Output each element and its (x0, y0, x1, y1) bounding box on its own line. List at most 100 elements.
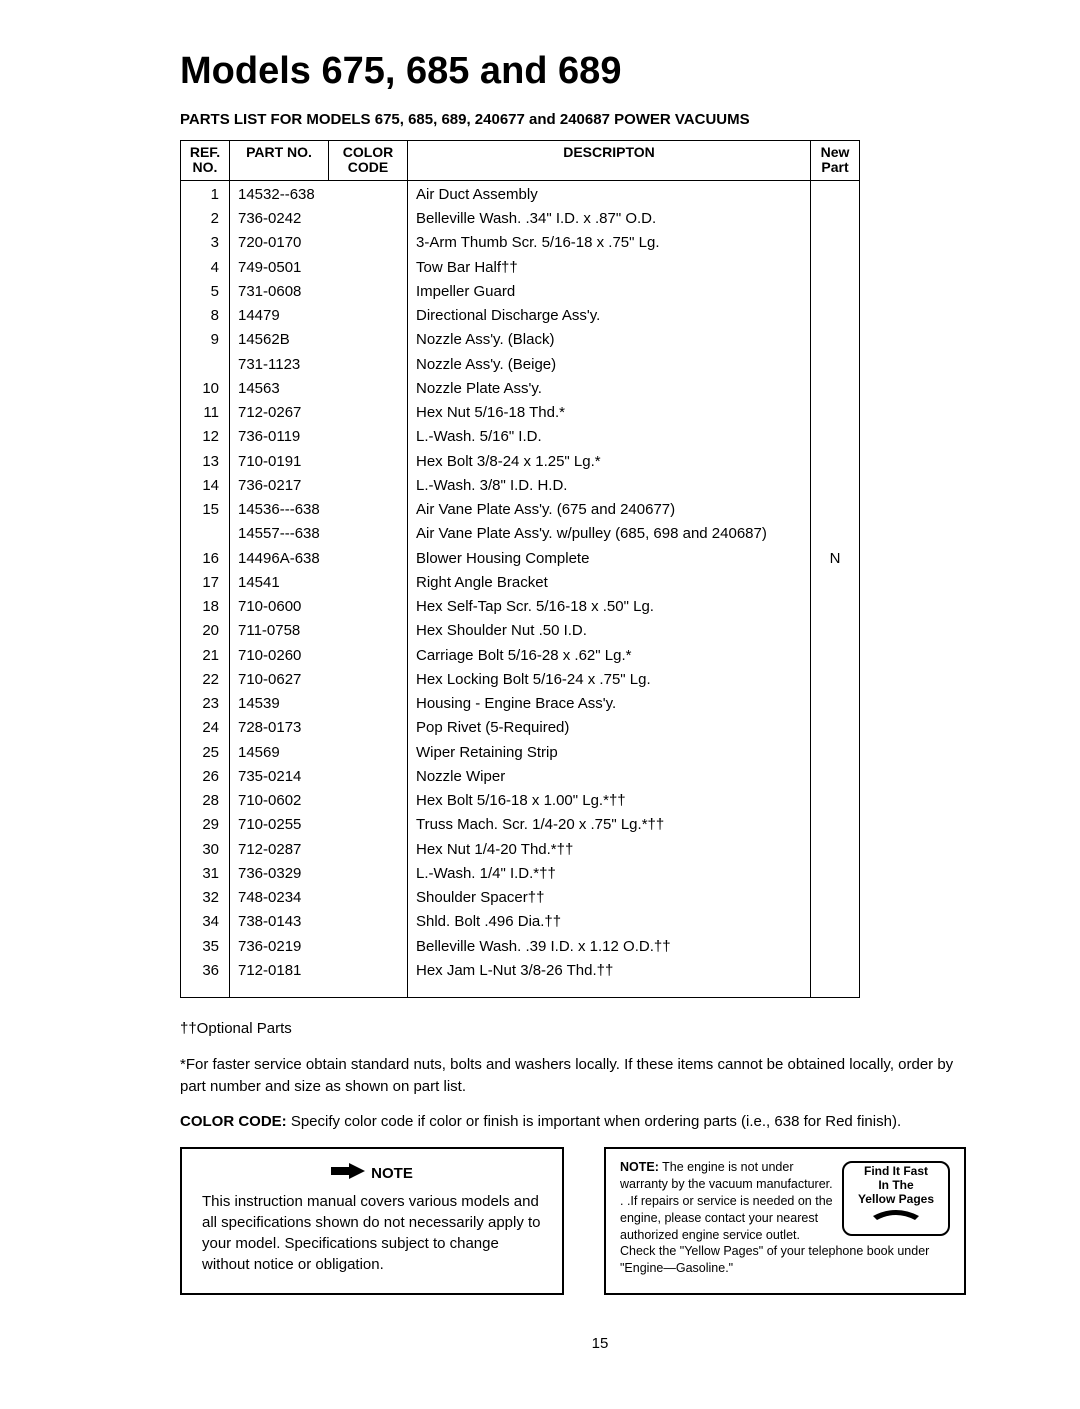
table-row: 21710-0260Carriage Bolt 5/16-28 x .62" L… (181, 644, 860, 668)
table-row: 14736-0217L.-Wash. 3/8" I.D. H.D. (181, 474, 860, 498)
cell-desc: L.-Wash. 1/4" I.D.*†† (408, 862, 811, 886)
cell-ref: 12 (181, 425, 230, 449)
note-box-right: Find It Fast In The Yellow Pages NOTE: T… (604, 1147, 966, 1295)
cell-desc: L.-Wash. 3/8" I.D. H.D. (408, 474, 811, 498)
cell-newpart (811, 959, 860, 998)
cell-newpart (811, 692, 860, 716)
cell-desc: Shoulder Spacer†† (408, 886, 811, 910)
cell-newpart (811, 280, 860, 304)
cell-part: 736-0329 (230, 862, 408, 886)
cell-part: 14532--638 (230, 180, 408, 207)
cell-part: 736-0219 (230, 935, 408, 959)
cell-desc: Hex Shoulder Nut .50 I.D. (408, 619, 811, 643)
cell-part: 736-0217 (230, 474, 408, 498)
cell-desc: Air Duct Assembly (408, 180, 811, 207)
table-row: 114532--638Air Duct Assembly (181, 180, 860, 207)
cell-newpart (811, 619, 860, 643)
cell-desc: Impeller Guard (408, 280, 811, 304)
cell-part: 736-0242 (230, 207, 408, 231)
table-row: 3720-01703-Arm Thumb Scr. 5/16-18 x .75"… (181, 231, 860, 255)
table-row: 2514569Wiper Retaining Strip (181, 741, 860, 765)
cell-ref: 1 (181, 180, 230, 207)
cell-part: 749-0501 (230, 256, 408, 280)
table-row: 28710-0602Hex Bolt 5/16-18 x 1.00" Lg.*†… (181, 789, 860, 813)
table-row: 32748-0234Shoulder Spacer†† (181, 886, 860, 910)
cell-ref: 4 (181, 256, 230, 280)
cell-ref (181, 522, 230, 546)
note-left-body: This instruction manual covers various m… (202, 1191, 542, 1275)
cell-part: 14569 (230, 741, 408, 765)
cell-ref: 10 (181, 377, 230, 401)
cell-desc: Shld. Bolt .496 Dia.†† (408, 910, 811, 934)
cell-newpart (811, 595, 860, 619)
note-box-left: NOTE This instruction manual covers vari… (180, 1147, 564, 1295)
yellow-pages-badge: Find It Fast In The Yellow Pages (842, 1161, 950, 1236)
cell-desc: Wiper Retaining Strip (408, 741, 811, 765)
cell-desc: L.-Wash. 5/16" I.D. (408, 425, 811, 449)
table-row: 1014563Nozzle Plate Ass'y. (181, 377, 860, 401)
cell-newpart (811, 353, 860, 377)
cell-ref: 13 (181, 450, 230, 474)
footnote-color-code: COLOR CODE: Specify color code if color … (180, 1111, 960, 1133)
cell-part: 712-0267 (230, 401, 408, 425)
cell-newpart: N (811, 547, 860, 571)
cell-newpart (811, 522, 860, 546)
table-row: 31736-0329L.-Wash. 1/4" I.D.*†† (181, 862, 860, 886)
cell-ref: 26 (181, 765, 230, 789)
cell-ref: 21 (181, 644, 230, 668)
cell-desc: Directional Discharge Ass'y. (408, 304, 811, 328)
cell-part: 710-0260 (230, 644, 408, 668)
cell-newpart (811, 474, 860, 498)
table-row: 14557---638Air Vane Plate Ass'y. w/pulle… (181, 522, 860, 546)
table-row: 11712-0267Hex Nut 5/16-18 Thd.* (181, 401, 860, 425)
cell-ref: 30 (181, 838, 230, 862)
cell-part: 14557---638 (230, 522, 408, 546)
cell-newpart (811, 377, 860, 401)
cell-desc: Blower Housing Complete (408, 547, 811, 571)
cell-ref: 18 (181, 595, 230, 619)
cell-desc: Hex Nut 1/4-20 Thd.*†† (408, 838, 811, 862)
cell-desc: Belleville Wash. .39 I.D. x 1.12 O.D.†† (408, 935, 811, 959)
table-row: 20711-0758Hex Shoulder Nut .50 I.D. (181, 619, 860, 643)
badge-line3: Yellow Pages (858, 1192, 934, 1206)
cell-part: 748-0234 (230, 886, 408, 910)
table-row: 914562BNozzle Ass'y. (Black) (181, 328, 860, 352)
cell-part: 712-0287 (230, 838, 408, 862)
cell-ref: 9 (181, 328, 230, 352)
badge-line2: In The (878, 1178, 913, 1192)
cell-part: 14536---638 (230, 498, 408, 522)
table-row: 2314539Housing - Engine Brace Ass'y. (181, 692, 860, 716)
cell-ref: 20 (181, 619, 230, 643)
badge-line1: Find It Fast (864, 1164, 928, 1178)
cell-ref: 34 (181, 910, 230, 934)
cell-desc: 3-Arm Thumb Scr. 5/16-18 x .75" Lg. (408, 231, 811, 255)
cell-ref: 22 (181, 668, 230, 692)
cell-newpart (811, 716, 860, 740)
cell-part: 720-0170 (230, 231, 408, 255)
cell-newpart (811, 910, 860, 934)
cell-part: 712-0181 (230, 959, 408, 998)
cell-ref: 32 (181, 886, 230, 910)
cell-part: 735-0214 (230, 765, 408, 789)
col-desc: DESCRIPTON (408, 141, 811, 181)
cell-desc: Hex Locking Bolt 5/16-24 x .75" Lg. (408, 668, 811, 692)
table-row: 36712-0181Hex Jam L-Nut 3/8-26 Thd.†† (181, 959, 860, 998)
cell-desc: Carriage Bolt 5/16-28 x .62" Lg.* (408, 644, 811, 668)
cell-desc: Hex Bolt 3/8-24 x 1.25" Lg.* (408, 450, 811, 474)
arrow-icon (331, 1163, 365, 1185)
cell-newpart (811, 231, 860, 255)
table-row: 1714541Right Angle Bracket (181, 571, 860, 595)
cell-ref: 16 (181, 547, 230, 571)
cell-desc: Hex Jam L-Nut 3/8-26 Thd.†† (408, 959, 811, 998)
cell-ref (181, 353, 230, 377)
cell-desc: Pop Rivet (5-Required) (408, 716, 811, 740)
cell-ref: 15 (181, 498, 230, 522)
cell-newpart (811, 886, 860, 910)
table-row: 731-1123Nozzle Ass'y. (Beige) (181, 353, 860, 377)
cell-newpart (811, 328, 860, 352)
table-row: 22710-0627Hex Locking Bolt 5/16-24 x .75… (181, 668, 860, 692)
table-row: 1514536---638Air Vane Plate Ass'y. (675 … (181, 498, 860, 522)
cell-ref: 36 (181, 959, 230, 998)
page-number: 15 (180, 1335, 1020, 1352)
cell-part: 738-0143 (230, 910, 408, 934)
